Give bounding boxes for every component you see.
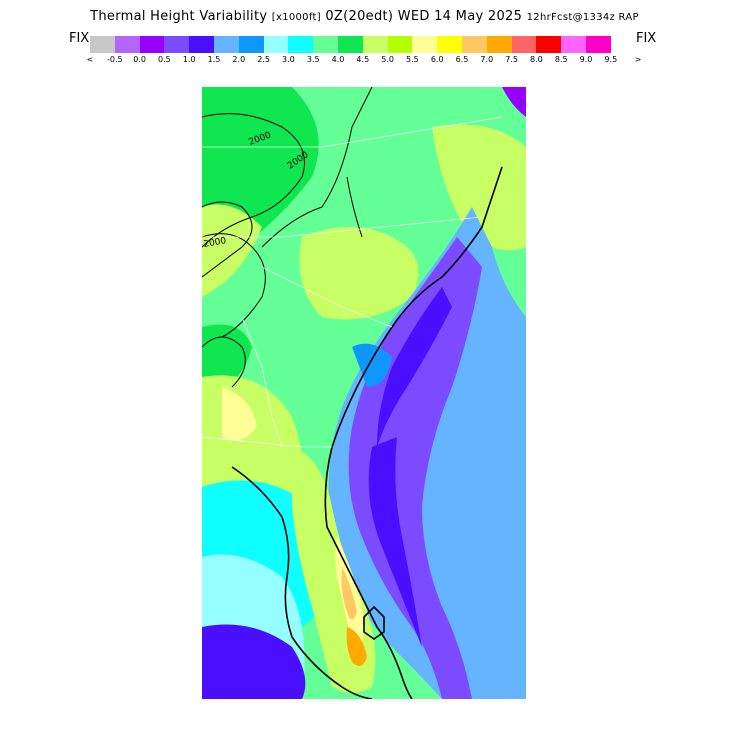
contour-line	[261, 87, 373, 248]
scale-tick-label: 0.5	[158, 55, 171, 64]
color-scale-ticks: < > -0.5 0.0 0.5 1.0 1.5 2.0 2.5 3.0 3.5 4.0 4.5 5.…	[86, 55, 642, 67]
scale-tick-label: 1.0	[182, 55, 196, 64]
fix-right-label: FIX	[636, 31, 657, 46]
scale-tick-label: 0.0	[133, 55, 146, 64]
contour-label: 2000	[203, 236, 228, 250]
scale-tick-label: 2.0	[232, 55, 246, 64]
region-central-yellowgreen	[299, 227, 419, 320]
scale-tick-label: 6.5	[455, 55, 469, 64]
contour-line	[202, 233, 266, 338]
color-swatch	[313, 36, 338, 53]
color-swatch	[412, 36, 438, 53]
scale-tick-label: -0.5	[106, 55, 123, 64]
color-swatch	[213, 36, 239, 53]
color-swatch	[387, 36, 413, 53]
color-swatch	[362, 36, 388, 53]
color-swatch	[561, 36, 586, 53]
region-ocean-deep-violet-2	[368, 437, 422, 647]
title-main: Thermal Height Variability	[90, 9, 268, 24]
scale-tick-label: 1.5	[207, 55, 221, 64]
contour-lines	[202, 87, 373, 388]
map-canvas: 2000 2000 2000	[202, 87, 526, 699]
color-swatch	[585, 36, 611, 53]
color-swatch	[536, 36, 562, 53]
region-ne-yellowgreen	[432, 124, 526, 251]
region-s-violet	[202, 624, 306, 699]
color-swatch	[337, 36, 363, 53]
title-model: 12hrFcst@1334z RAP	[526, 12, 639, 23]
state-border	[202, 116, 503, 148]
color-swatch	[238, 36, 264, 53]
scale-tick-label: 6.0	[430, 55, 444, 64]
color-swatch	[511, 36, 537, 53]
region-w-yellowgreen	[202, 204, 262, 297]
scale-tick-label: 9.5	[604, 55, 618, 64]
color-swatch	[114, 36, 140, 53]
scale-arrow-left: <	[86, 55, 94, 64]
color-swatch	[288, 36, 314, 53]
scale-tick-label: 7.5	[505, 55, 518, 64]
region-peninsula-orange-2	[346, 627, 367, 666]
color-swatch	[139, 36, 165, 53]
color-swatch	[189, 36, 214, 53]
scale-tick-label: 2.5	[257, 55, 270, 64]
scale-tick-label: 7.0	[480, 55, 494, 64]
scale-tick-label: 4.0	[331, 55, 345, 64]
thermal-height-map: 2000 2000 2000	[202, 87, 526, 699]
contour-line	[202, 113, 305, 248]
contour-line	[346, 176, 363, 238]
scale-tick-label: 3.0	[282, 55, 295, 64]
color-swatch	[461, 36, 487, 53]
fix-left-label: FIX	[69, 31, 90, 46]
region-peninsula-orange	[341, 567, 357, 620]
title-time: 0Z(20edt) WED 14 May 2025	[325, 9, 523, 24]
state-borders	[202, 116, 503, 448]
scale-tick-label: 8.0	[530, 55, 543, 64]
state-border	[261, 266, 393, 328]
lake-outline	[363, 605, 385, 640]
scale-tick-label: 3.5	[306, 55, 320, 64]
region-ocean-deep-violet	[377, 287, 452, 447]
scale-tick-label: 5.5	[406, 55, 419, 64]
region-ocean-blue-2	[352, 343, 392, 387]
state-border	[202, 436, 332, 448]
color-swatch	[486, 36, 512, 53]
region-sw-yellow	[222, 387, 257, 441]
state-border	[241, 316, 283, 448]
title-units: [x1000ft]	[271, 12, 321, 23]
contour-line	[202, 201, 253, 278]
scale-tick-label: 9.0	[579, 55, 593, 64]
scale-tick-label: 5.0	[381, 55, 394, 64]
scale-tick-label: 8.5	[554, 55, 568, 64]
coastline-west	[231, 466, 373, 699]
color-swatch	[164, 36, 190, 53]
color-scale-bar	[90, 36, 611, 53]
region-ne-corner	[502, 87, 526, 117]
scale-arrow-right: >	[634, 55, 642, 64]
map-title: Thermal Height Variability [x1000ft] 0Z(…	[0, 9, 729, 24]
scale-tick-label: 4.5	[356, 55, 370, 64]
state-border	[202, 216, 483, 238]
color-swatch	[263, 36, 289, 53]
color-swatch	[90, 36, 115, 53]
coastline	[231, 166, 503, 699]
color-swatch	[437, 36, 462, 53]
contour-line	[202, 336, 246, 388]
